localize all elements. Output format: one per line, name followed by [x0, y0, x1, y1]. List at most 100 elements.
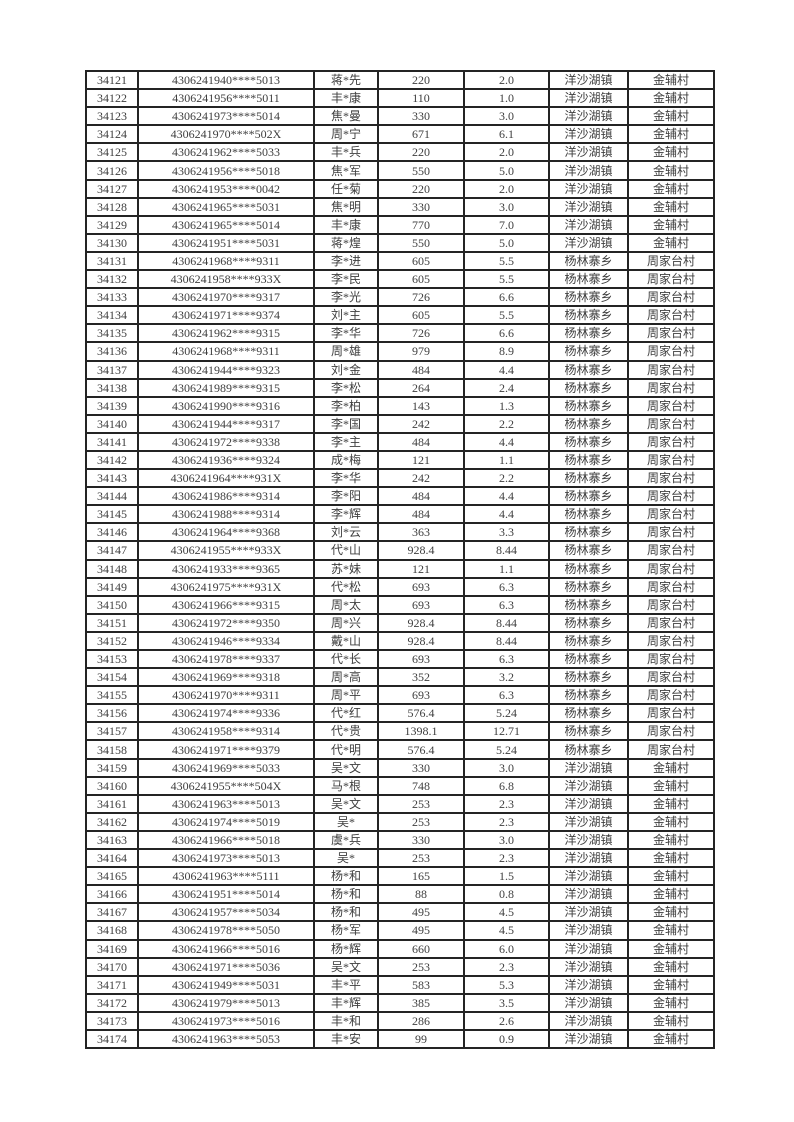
cell-name: 周*高 — [313, 667, 379, 688]
cell-name: 吴*文 — [313, 956, 379, 977]
cell-id-masked: 4306241963****5053 — [137, 1028, 315, 1050]
cell-name: 周*兴 — [313, 612, 379, 633]
cell-id-masked: 4306241957****5034 — [137, 902, 315, 923]
cell-amount: 110 — [377, 88, 465, 109]
cell-name: 戴*山 — [313, 630, 379, 652]
cell-town: 洋沙湖镇 — [548, 902, 629, 923]
cell-town: 洋沙湖镇 — [548, 69, 629, 91]
table-row: 34152 4306241946****9334 戴*山 928.4 8.44 杨林寨乡周… — [85, 630, 715, 652]
cell-amount: 253 — [377, 956, 465, 977]
table-row: 34147 4306241955****933X 代*山 928.4 8.44 杨林寨乡周… — [85, 540, 715, 561]
cell-amount: 484 — [377, 431, 465, 452]
cell-seq: 34152 — [85, 630, 139, 652]
cell-amount: 121 — [377, 558, 465, 579]
cell-town: 杨林寨乡 — [548, 305, 629, 326]
cell-town: 杨林寨乡 — [548, 250, 629, 272]
cell-village: 周家台村 — [627, 739, 715, 760]
cell-id-masked: 4306241975****931X — [137, 576, 315, 597]
cell-seq: 34134 — [85, 305, 139, 326]
cell-village: 周家台村 — [627, 667, 715, 688]
cell-amount: 253 — [377, 848, 465, 869]
cell-id-masked: 4306241962****9315 — [137, 323, 315, 344]
cell-id-masked: 4306241970****9317 — [137, 287, 315, 308]
cell-id-masked: 4306241951****5031 — [137, 232, 315, 253]
cell-quantity: 7.0 — [463, 214, 550, 235]
cell-quantity: 3.3 — [463, 522, 550, 543]
cell-amount: 330 — [377, 829, 465, 851]
cell-town: 洋沙湖镇 — [548, 811, 629, 832]
table-row: 34149 4306241975****931X 代*松 693 6.3 杨林寨乡 周家台村 — [85, 576, 715, 597]
cell-name: 任*菊 — [313, 178, 379, 199]
cell-quantity: 3.0 — [463, 757, 550, 778]
cell-seq: 34157 — [85, 721, 139, 742]
cell-name: 代*松 — [313, 576, 379, 597]
cell-id-masked: 4306241964****931X — [137, 468, 315, 489]
cell-town: 杨林寨乡 — [548, 576, 629, 597]
table-row: 34159 4306241969****5033 吴*文 330 3.0 洋沙湖镇 金辅村 — [85, 757, 715, 778]
cell-town: 洋沙湖镇 — [548, 956, 629, 977]
cell-amount: 484 — [377, 359, 465, 380]
cell-town: 洋沙湖镇 — [548, 196, 629, 217]
cell-name: 成*梅 — [313, 449, 379, 471]
cell-quantity: 2.3 — [463, 811, 550, 832]
cell-amount: 928.4 — [377, 630, 465, 652]
table-row: 34155 4306241970****9311 周*平 693 6.3 杨林寨乡 周家台村 — [85, 685, 715, 706]
cell-amount: 576.4 — [377, 739, 465, 760]
cell-seq: 34125 — [85, 142, 139, 163]
cell-quantity: 6.8 — [463, 775, 550, 796]
cell-amount: 253 — [377, 793, 465, 814]
cell-village: 周家台村 — [627, 449, 715, 471]
cell-seq: 34128 — [85, 196, 139, 217]
table-row: 34166 4306241951****5014 杨*和 88 0.8 洋沙湖镇 金辅村 — [85, 884, 715, 905]
cell-village: 周家台村 — [627, 504, 715, 525]
cell-amount: 220 — [377, 178, 465, 199]
cell-town: 洋沙湖镇 — [548, 757, 629, 778]
cell-seq: 34162 — [85, 811, 139, 832]
cell-town: 杨林寨乡 — [548, 721, 629, 742]
cell-id-masked: 4306241968****9311 — [137, 341, 315, 362]
cell-id-masked: 4306241978****9337 — [137, 648, 315, 670]
cell-village: 金辅村 — [627, 196, 715, 217]
cell-id-masked: 4306241969****9318 — [137, 667, 315, 688]
cell-name: 丰*兵 — [313, 142, 379, 163]
cell-amount: 143 — [377, 395, 465, 416]
cell-amount: 671 — [377, 124, 465, 145]
table-row: 34134 4306241971****9374 刘*主 605 5.5 杨林寨乡 周家台村 — [85, 305, 715, 326]
table-row: 34151 4306241972****9350 周*兴 928.4 8.44 杨林寨乡周… — [85, 612, 715, 633]
cell-amount: 770 — [377, 214, 465, 235]
cell-village: 周家台村 — [627, 269, 715, 290]
cell-town: 杨林寨乡 — [548, 630, 629, 652]
cell-id-masked: 4306241955****933X — [137, 540, 315, 561]
table-row: 34158 4306241971****9379 代*明 576.4 5.24 杨林寨乡周… — [85, 739, 715, 760]
cell-village: 周家台村 — [627, 287, 715, 308]
cell-id-masked: 4306241973****5016 — [137, 1010, 315, 1031]
cell-quantity: 3.5 — [463, 992, 550, 1013]
cell-town: 洋沙湖镇 — [548, 1010, 629, 1031]
table-row: 34137 4306241944****9323 刘*金 484 4.4 杨林寨乡 周家台村 — [85, 359, 715, 380]
cell-seq: 34132 — [85, 269, 139, 290]
cell-village: 周家台村 — [627, 341, 715, 362]
cell-quantity: 1.5 — [463, 866, 550, 887]
cell-quantity: 2.0 — [463, 69, 550, 91]
cell-village: 周家台村 — [627, 558, 715, 579]
cell-name: 刘*主 — [313, 305, 379, 326]
table-row: 34157 4306241958****9314 代*贵 1398.1 12.71 杨林寨… — [85, 721, 715, 742]
cell-id-masked: 4306241966****5018 — [137, 829, 315, 851]
cell-amount: 693 — [377, 594, 465, 615]
cell-village: 周家台村 — [627, 323, 715, 344]
cell-village: 周家台村 — [627, 685, 715, 706]
cell-town: 洋沙湖镇 — [548, 88, 629, 109]
cell-amount: 88 — [377, 884, 465, 905]
cell-seq: 34154 — [85, 667, 139, 688]
cell-town: 杨林寨乡 — [548, 341, 629, 362]
cell-town: 洋沙湖镇 — [548, 160, 629, 181]
cell-village: 周家台村 — [627, 576, 715, 597]
cell-name: 苏*妹 — [313, 558, 379, 579]
cell-village: 金辅村 — [627, 1010, 715, 1031]
cell-id-masked: 4306241964****9368 — [137, 522, 315, 543]
cell-village: 周家台村 — [627, 431, 715, 452]
cell-town: 洋沙湖镇 — [548, 775, 629, 796]
cell-quantity: 2.0 — [463, 178, 550, 199]
cell-id-masked: 4306241953****0042 — [137, 178, 315, 199]
cell-town: 洋沙湖镇 — [548, 793, 629, 814]
